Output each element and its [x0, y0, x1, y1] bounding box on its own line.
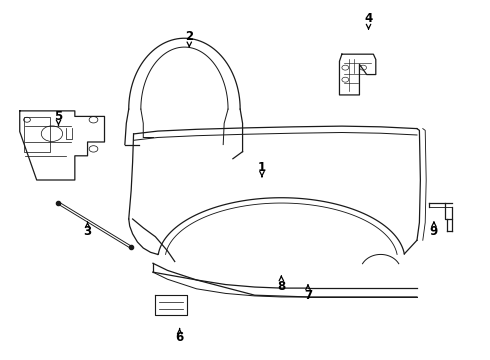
Text: 8: 8	[277, 280, 286, 293]
Text: 4: 4	[365, 12, 373, 25]
Text: 6: 6	[175, 331, 184, 344]
Text: 7: 7	[304, 289, 312, 302]
Text: 2: 2	[185, 30, 194, 43]
Text: 5: 5	[54, 110, 63, 123]
Text: 9: 9	[430, 225, 438, 238]
Text: 3: 3	[83, 225, 92, 238]
Bar	[24, 117, 50, 152]
Text: 1: 1	[258, 161, 266, 174]
